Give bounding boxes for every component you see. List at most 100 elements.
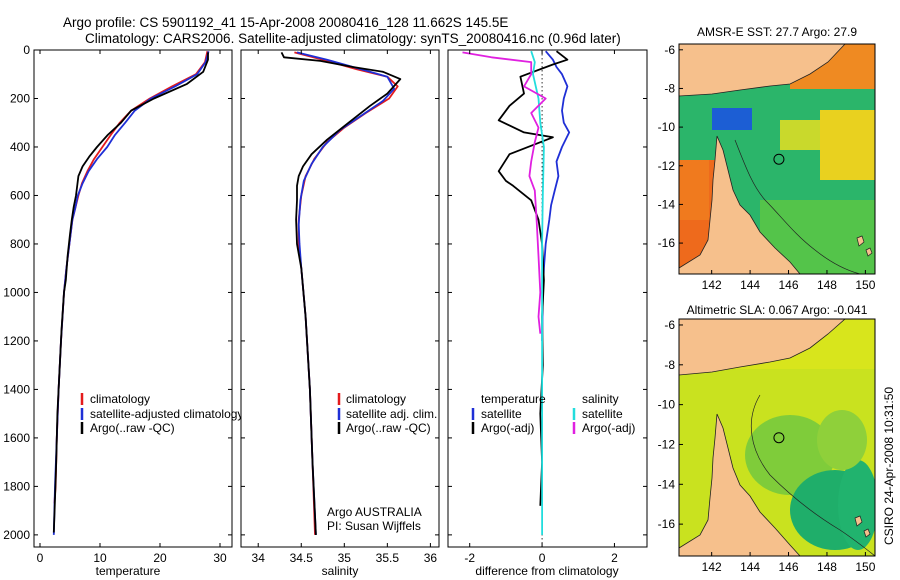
sla-southeast-low <box>838 460 875 550</box>
x-tick-label: 34 <box>252 551 266 565</box>
map-x-tick-label: 150 <box>855 560 875 574</box>
legend-label-climatology: climatology <box>90 392 150 406</box>
sla-argo-position-marker <box>773 432 785 444</box>
difference-x-ticks: -2 0 2 <box>464 50 618 565</box>
x-tick-label: 0 <box>539 551 546 565</box>
figure-title-line2: Climatology: CARS2006. Satellite-adjuste… <box>85 31 621 46</box>
sst-map-ticks: 142 144 146 148 150 -6 -8 -10 -12 -14 -16 <box>658 43 876 292</box>
sst-argo-position-marker <box>773 153 785 165</box>
salinity-panel: 34 34.5 35 35.5 36 salinity climatology sate… <box>240 49 440 578</box>
map-x-tick-label: 142 <box>702 560 722 574</box>
map-x-tick-label: 148 <box>817 278 837 292</box>
sla-map-frame <box>678 318 876 557</box>
sla-cape-york-land <box>679 413 801 556</box>
sst-cool-strait <box>712 108 752 130</box>
temperature-legend: climatology satellite-adjusted climatolo… <box>80 392 243 435</box>
sst-map-field <box>679 44 875 274</box>
x-tick-label: 20 <box>153 551 167 565</box>
sla-new-guinea-land <box>679 319 846 376</box>
series-line-salinity-argo-adj <box>462 51 547 334</box>
map-y-tick-label: -14 <box>658 197 676 211</box>
y-tick-label: 2000 <box>3 528 30 542</box>
sla-reef-contour <box>750 394 875 556</box>
salinity-legend: climatology satellite adj. clim. Argo(..… <box>337 392 437 435</box>
y-tick-label: 1800 <box>3 479 30 493</box>
y-tick-label: 800 <box>10 237 30 251</box>
series-line-salinity-satellite <box>530 50 545 535</box>
legend-label-satellite: satellite-adjusted climatology <box>90 407 243 421</box>
temperature-panel: 0 200 400 600 800 1000 1200 1400 1600 1800 2000 0 1… <box>3 43 243 578</box>
map-x-tick-label: 146 <box>779 278 799 292</box>
y-tick-label: 1000 <box>3 285 30 299</box>
sst-east-yellow <box>820 110 875 180</box>
map-x-tick-label: 150 <box>855 278 875 292</box>
map-x-tick-label: 142 <box>702 278 722 292</box>
map-x-tick-label: 144 <box>740 278 760 292</box>
temperature-xlabel: temperature <box>96 564 161 578</box>
map-y-tick-label: -6 <box>664 318 675 332</box>
sla-map-ticks: 142 144 146 148 150 -6 -8 -10 -12 -14 -16 <box>658 318 876 574</box>
salinity-series-group <box>280 51 402 535</box>
sst-map-title: AMSR-E SST: 27.7 Argo: 27.9 <box>697 25 857 39</box>
map-y-tick-label: -14 <box>658 477 676 491</box>
difference-xlabel: difference from climatology <box>475 564 618 578</box>
sla-map-field <box>679 319 875 556</box>
difference-y-ticks <box>448 49 647 536</box>
temperature-series-group <box>52 50 210 535</box>
y-tick-label: 0 <box>23 43 30 57</box>
temperature-x-ticks: 0 10 20 30 <box>37 50 227 565</box>
salinity-y-ticks <box>241 49 439 536</box>
legend-label-satellite: satellite adj. clim. <box>346 407 437 421</box>
difference-series-group <box>462 50 571 535</box>
sst-cape-york-land <box>679 135 801 274</box>
temperature-y-ticks: 0 200 400 600 800 1000 1200 1400 1600 1800 2000 <box>3 43 232 542</box>
x-tick-label: 35.5 <box>376 551 400 565</box>
x-tick-label: -2 <box>464 551 475 565</box>
salinity-xlabel: salinity <box>322 564 359 578</box>
map-y-tick-label: -16 <box>658 517 676 531</box>
legend-label-argo: Argo(..raw -QC) <box>346 421 431 435</box>
difference-plot-frame <box>447 49 648 548</box>
sla-central-low <box>745 415 835 495</box>
sst-new-guinea-land <box>679 44 846 97</box>
y-tick-label: 1200 <box>3 334 30 348</box>
sla-map-panel: Altimetric SLA: 0.067 Argo: -0.041 142 14… <box>658 303 876 574</box>
series-line-temperature-satellite <box>541 50 571 341</box>
y-tick-label: 400 <box>10 140 30 154</box>
map-y-tick-label: -12 <box>658 437 676 451</box>
map-y-tick-label: -12 <box>658 159 676 173</box>
map-x-tick-label: 146 <box>779 560 799 574</box>
legend-label-argo: Argo(..raw -QC) <box>90 421 175 435</box>
map-y-tick-label: -6 <box>664 43 675 57</box>
legend-label-temperature-argo: Argo(-adj) <box>481 421 534 435</box>
map-y-tick-label: -8 <box>664 81 675 95</box>
difference-legend: temperature satellite Argo(-adj) salinit… <box>471 392 635 435</box>
sst-yellow-patch <box>780 120 820 150</box>
map-y-tick-label: -16 <box>658 236 676 250</box>
sla-map-title: Altimetric SLA: 0.067 Argo: -0.041 <box>687 303 868 317</box>
side-timestamp-label: CSIRO 24-Apr-2008 10:31:50 <box>882 387 896 545</box>
x-tick-label: 10 <box>93 551 107 565</box>
y-tick-label: 600 <box>10 188 30 202</box>
y-tick-label: 200 <box>10 91 30 105</box>
map-x-tick-label: 148 <box>817 560 837 574</box>
legend-label-temperature-satellite: satellite <box>481 407 522 421</box>
x-tick-label: 36 <box>424 551 438 565</box>
temperature-plot-frame <box>33 49 233 548</box>
x-tick-label: 34.5 <box>290 551 314 565</box>
x-tick-label: 30 <box>213 551 227 565</box>
legend-title-salinity: salinity <box>582 392 619 406</box>
figure-title-line1: Argo profile: CS 5901192_41 15-Apr-2008 … <box>63 15 508 30</box>
salinity-plot-frame <box>240 49 440 548</box>
y-tick-label: 1600 <box>3 431 30 445</box>
sst-map-panel: AMSR-E SST: 27.7 Argo: 27.9 142 144 146 148… <box>658 25 876 292</box>
series-line-argo-raw-qc <box>52 52 209 533</box>
salinity-annotation-line1: Argo AUSTRALIA <box>327 505 422 519</box>
y-tick-label: 1400 <box>3 382 30 396</box>
sst-east-islands <box>856 235 873 257</box>
x-tick-label: 0 <box>37 551 44 565</box>
sst-map-frame <box>678 43 876 275</box>
legend-title-temperature: temperature <box>481 392 546 406</box>
salinity-annotation-line2: PI: Susan Wijffels <box>327 519 421 533</box>
